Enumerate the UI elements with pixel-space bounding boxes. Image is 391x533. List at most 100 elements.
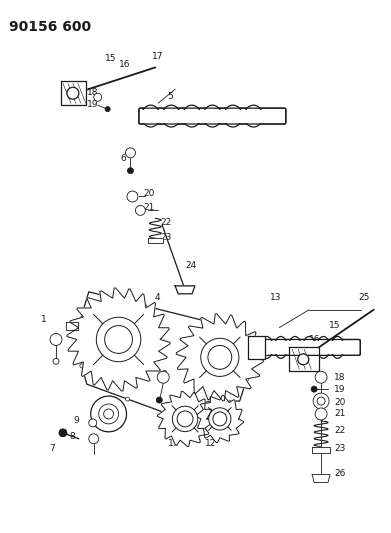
Circle shape [105, 326, 133, 353]
Ellipse shape [289, 336, 301, 358]
Circle shape [187, 406, 191, 409]
Circle shape [142, 304, 146, 308]
Polygon shape [312, 447, 330, 453]
Circle shape [245, 377, 249, 381]
Bar [140, 110, 284, 123]
Circle shape [127, 191, 138, 202]
Text: 16: 16 [309, 335, 321, 344]
Circle shape [53, 358, 59, 364]
Text: 90156 600: 90156 600 [9, 20, 91, 34]
Polygon shape [248, 335, 264, 359]
Text: 22: 22 [334, 426, 345, 435]
Ellipse shape [203, 105, 222, 127]
Text: 20: 20 [334, 398, 345, 407]
Circle shape [208, 345, 232, 369]
Circle shape [298, 354, 308, 365]
Polygon shape [175, 286, 195, 294]
Text: 19: 19 [334, 385, 346, 394]
Ellipse shape [244, 105, 263, 127]
Text: 18: 18 [87, 88, 98, 97]
Circle shape [80, 364, 84, 368]
Circle shape [313, 393, 329, 409]
FancyBboxPatch shape [139, 108, 286, 124]
Text: 8: 8 [69, 432, 75, 441]
Circle shape [135, 205, 145, 215]
Text: 22: 22 [160, 218, 172, 227]
Circle shape [81, 310, 85, 313]
Polygon shape [61, 82, 86, 105]
Ellipse shape [303, 336, 316, 358]
Text: 21: 21 [143, 203, 155, 212]
Text: 23: 23 [160, 233, 172, 241]
Circle shape [127, 168, 133, 174]
Circle shape [126, 148, 135, 158]
Ellipse shape [162, 105, 181, 127]
Circle shape [50, 334, 62, 345]
Ellipse shape [274, 336, 287, 358]
Text: 21: 21 [334, 409, 345, 418]
Text: 12: 12 [205, 439, 216, 448]
Circle shape [156, 397, 162, 403]
Ellipse shape [331, 336, 344, 358]
Ellipse shape [260, 336, 273, 358]
Circle shape [94, 93, 102, 101]
Ellipse shape [183, 105, 201, 127]
Circle shape [315, 372, 327, 383]
Circle shape [59, 429, 67, 437]
Text: 3: 3 [129, 297, 134, 306]
Text: 11: 11 [168, 439, 180, 448]
Text: 1: 1 [41, 315, 47, 324]
Ellipse shape [317, 336, 330, 358]
Circle shape [157, 372, 169, 383]
Circle shape [96, 317, 141, 362]
Bar [260, 341, 359, 354]
Text: 15: 15 [105, 54, 116, 63]
Circle shape [105, 107, 110, 111]
Polygon shape [176, 314, 264, 401]
Circle shape [315, 408, 327, 420]
Circle shape [99, 404, 118, 424]
Text: 7: 7 [49, 444, 55, 453]
Text: 4: 4 [154, 293, 160, 302]
Text: 19: 19 [87, 100, 98, 109]
Text: 17: 17 [152, 52, 164, 61]
Text: 15: 15 [329, 321, 341, 330]
Text: 9: 9 [73, 416, 79, 425]
Circle shape [317, 397, 325, 405]
Circle shape [126, 397, 129, 401]
Text: 10: 10 [157, 370, 169, 379]
Circle shape [225, 336, 229, 341]
Polygon shape [289, 348, 319, 372]
Text: 13: 13 [269, 293, 281, 302]
Text: 3: 3 [229, 333, 235, 342]
Circle shape [223, 399, 227, 403]
Polygon shape [196, 395, 244, 442]
Polygon shape [158, 391, 213, 447]
Polygon shape [148, 238, 163, 243]
Text: 14: 14 [243, 340, 254, 349]
Circle shape [104, 409, 114, 419]
Ellipse shape [142, 105, 160, 127]
Circle shape [67, 87, 79, 99]
Circle shape [89, 419, 97, 427]
Text: 25: 25 [359, 293, 370, 302]
Circle shape [177, 411, 193, 427]
Circle shape [89, 434, 99, 444]
Text: 26: 26 [334, 469, 345, 478]
Ellipse shape [224, 105, 242, 127]
Text: 6: 6 [120, 154, 126, 163]
Text: 23: 23 [334, 444, 345, 453]
Text: 5: 5 [167, 92, 173, 101]
Polygon shape [66, 321, 78, 329]
Circle shape [213, 412, 227, 426]
Circle shape [209, 408, 231, 430]
FancyBboxPatch shape [258, 340, 361, 356]
Text: 20: 20 [143, 189, 155, 198]
Circle shape [91, 396, 127, 432]
Text: 18: 18 [334, 373, 346, 382]
Polygon shape [67, 288, 170, 391]
Circle shape [172, 406, 198, 432]
Text: 24: 24 [185, 261, 196, 270]
Polygon shape [312, 474, 330, 482]
Text: 2: 2 [88, 310, 93, 319]
